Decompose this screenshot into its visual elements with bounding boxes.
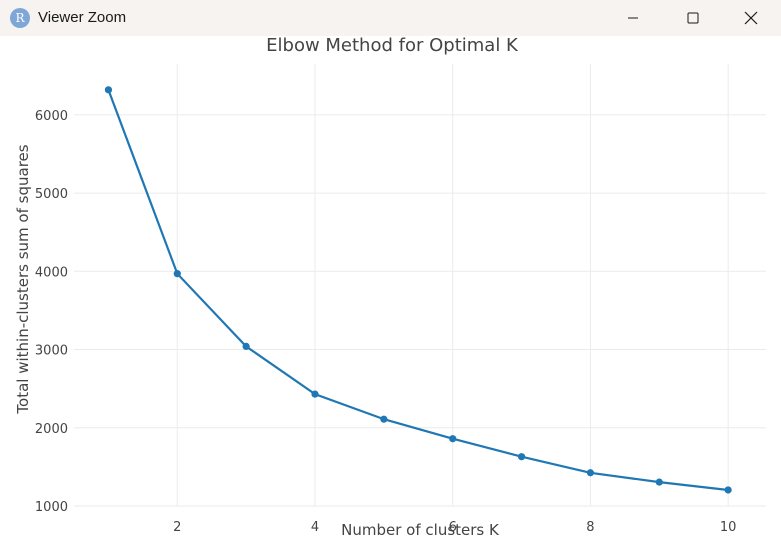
close-button[interactable] xyxy=(722,0,780,36)
data-point[interactable] xyxy=(311,390,319,398)
data-point[interactable] xyxy=(242,342,250,351)
chart-area: 2 4 6 8 10 1000 2000 3000 4000 5000 6000 Elbow Met… xyxy=(0,36,781,537)
data-point[interactable] xyxy=(586,469,595,477)
x-tick-label: 4 xyxy=(311,520,319,535)
x-axis-label: Number of clusters K xyxy=(341,521,500,537)
data-point[interactable] xyxy=(655,478,663,486)
data-point[interactable] xyxy=(380,415,388,423)
data-point[interactable] xyxy=(517,453,526,461)
series-line xyxy=(107,89,729,492)
close-icon xyxy=(744,11,758,25)
y-tick-label: 4000 xyxy=(35,265,68,280)
data-point[interactable] xyxy=(104,86,113,94)
y-axis-label: Total within-clusters sum of squares xyxy=(14,144,32,414)
data-point[interactable] xyxy=(724,486,732,494)
r-app-icon: R xyxy=(10,8,30,28)
y-tick-label: 1000 xyxy=(35,500,68,515)
y-tick-label: 5000 xyxy=(35,187,68,202)
maximize-button[interactable] xyxy=(664,0,722,36)
x-tick-label: 8 xyxy=(586,520,594,535)
data-point[interactable] xyxy=(449,435,457,443)
window-title: Viewer Zoom xyxy=(38,9,127,26)
x-tick-label: 6 xyxy=(449,520,457,535)
y-tick-label: 2000 xyxy=(35,422,68,437)
title-bar[interactable]: R Viewer Zoom xyxy=(0,0,781,36)
data-point[interactable] xyxy=(173,270,181,278)
minimize-icon xyxy=(628,17,638,19)
chart-title: Elbow Method for Optimal K xyxy=(266,36,519,56)
elbow-chart[interactable]: 2 4 6 8 10 1000 2000 3000 4000 5000 6000 Elbow Met… xyxy=(0,36,781,537)
y-tick-label: 3000 xyxy=(35,344,68,359)
minimize-button[interactable] xyxy=(604,0,662,36)
x-tick-label: 10 xyxy=(720,520,737,535)
x-tick-label: 2 xyxy=(173,520,181,535)
maximize-icon xyxy=(687,12,699,24)
y-tick-label: 6000 xyxy=(35,109,68,124)
